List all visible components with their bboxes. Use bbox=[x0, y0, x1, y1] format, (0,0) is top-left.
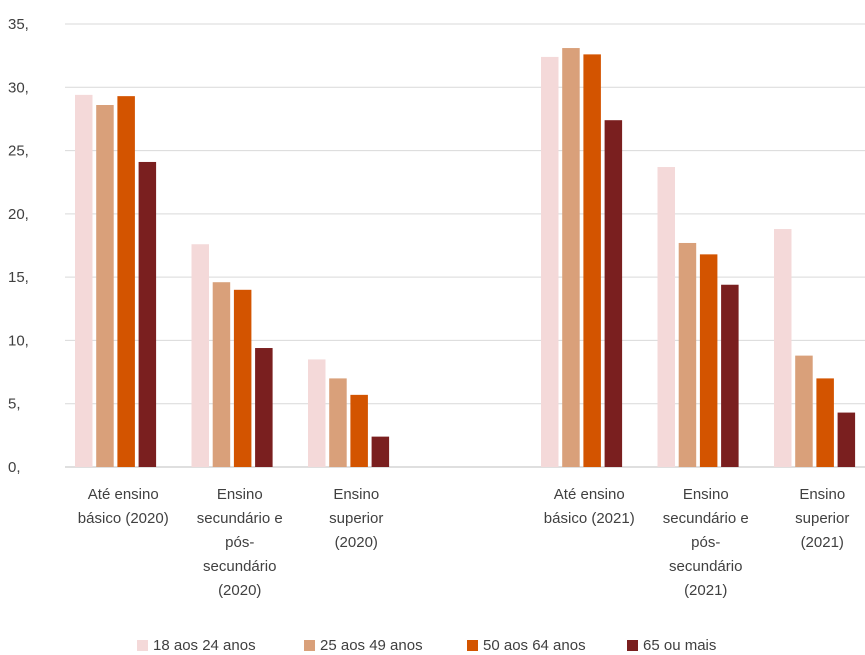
y-tick-label: 30, bbox=[8, 79, 29, 96]
y-tick-label: 35, bbox=[8, 16, 29, 33]
bar bbox=[678, 242, 697, 467]
bar bbox=[96, 105, 114, 468]
bar bbox=[255, 348, 273, 467]
bar bbox=[75, 94, 93, 467]
bar bbox=[657, 167, 675, 468]
y-tick-label: 5, bbox=[8, 396, 21, 413]
legend-swatch bbox=[304, 640, 315, 651]
y-tick-label: 10, bbox=[8, 332, 29, 349]
bar bbox=[541, 56, 559, 468]
legend-item: 18 aos 24 anos bbox=[137, 637, 256, 654]
bar bbox=[837, 412, 856, 467]
bar bbox=[329, 378, 347, 467]
bars bbox=[75, 48, 856, 468]
legend-item: 65 ou mais bbox=[627, 637, 716, 654]
bar bbox=[699, 254, 718, 467]
legend-swatch bbox=[627, 640, 638, 651]
x-category-label: Ensino superior (2020) bbox=[329, 486, 383, 551]
legend-item: 50 aos 64 anos bbox=[467, 637, 586, 654]
y-tick-label: 20, bbox=[8, 206, 29, 223]
legend-label: 25 aos 49 anos bbox=[320, 637, 423, 654]
legend-swatch bbox=[137, 640, 148, 651]
legend-item: 25 aos 49 anos bbox=[304, 637, 423, 654]
bar bbox=[583, 54, 601, 468]
y-tick-label: 0, bbox=[8, 459, 21, 476]
legend-label: 65 ou mais bbox=[643, 637, 716, 654]
y-axis-tick-labels: 0, 5, 10, 15, 20, 25, 30, 35, bbox=[8, 16, 29, 476]
bar bbox=[212, 282, 231, 467]
bar bbox=[350, 394, 368, 467]
x-category-label: Até ensino básico (2021) bbox=[544, 486, 635, 527]
bar bbox=[233, 289, 252, 467]
x-category-label: Ensino secundário e pós-secundário (2020) bbox=[197, 486, 283, 599]
x-category-label: Ensino secundário e pós-secundário (2021) bbox=[663, 486, 749, 599]
x-axis-category-labels: Até ensino básico (2020) Ensino secundário … bbox=[78, 486, 850, 599]
bar bbox=[795, 355, 813, 467]
legend-swatch bbox=[467, 640, 478, 651]
y-tick-label: 25, bbox=[8, 143, 29, 160]
bar bbox=[308, 359, 326, 467]
bar bbox=[191, 244, 209, 467]
legend-label: 50 aos 64 anos bbox=[483, 637, 586, 654]
bar bbox=[604, 120, 623, 468]
y-tick-label: 15, bbox=[8, 269, 29, 286]
bar bbox=[816, 378, 834, 467]
bar bbox=[117, 96, 135, 467]
bar bbox=[371, 436, 390, 467]
bar bbox=[138, 161, 157, 467]
bar bbox=[721, 284, 739, 467]
bar bbox=[562, 48, 580, 467]
x-category-label: Ensino superior (2021) bbox=[795, 486, 849, 551]
legend: 18 aos 24 anos 25 aos 49 anos 50 aos 64 an… bbox=[137, 637, 716, 654]
x-category-label: Até ensino básico (2020) bbox=[78, 486, 169, 527]
gridlines bbox=[65, 23, 865, 468]
bar bbox=[774, 229, 792, 467]
legend-label: 18 aos 24 anos bbox=[153, 637, 256, 654]
